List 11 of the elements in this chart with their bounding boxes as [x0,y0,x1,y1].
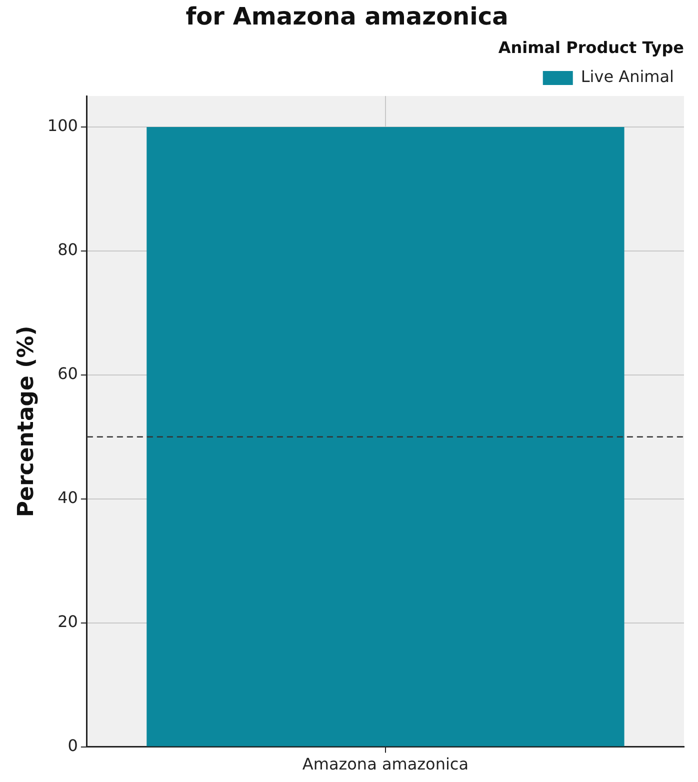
y-tick-label: 20 [58,612,78,631]
y-axis-title: Percentage (%) [14,326,39,518]
x-tick-label: Amazona amazonica [302,754,469,774]
legend-label: Live Animal [580,67,674,86]
y-tick-label: 60 [58,364,78,384]
y-tick-label: 0 [68,736,78,755]
y-tick-label: 100 [47,116,78,136]
y-tick-label: 80 [58,240,78,260]
y-tick-label: 40 [58,488,78,508]
legend-title: Animal Product Type [498,38,684,57]
chart-title: for Amazona amazonica [186,2,508,31]
